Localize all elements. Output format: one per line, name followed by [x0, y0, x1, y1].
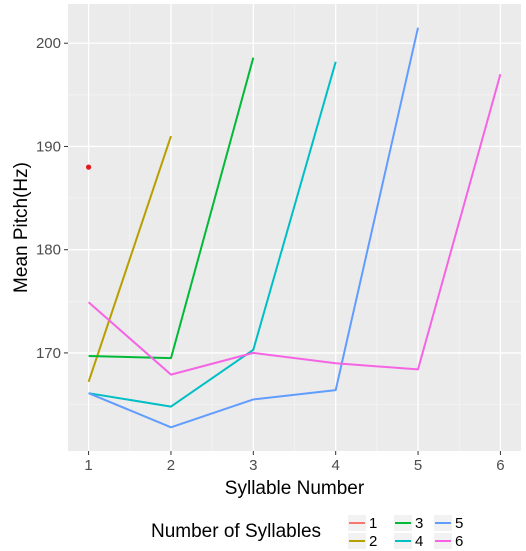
legend-label: 4: [415, 533, 423, 550]
y-tick-label: 190: [36, 138, 61, 155]
x-axis-title: Syllable Number: [225, 478, 365, 499]
x-tick-label: 5: [414, 457, 422, 474]
x-tick-label: 1: [84, 457, 92, 474]
minor-gridlines: [68, 4, 521, 451]
x-tick-label: 3: [249, 457, 257, 474]
y-axis-ticks: 170 180 190 200: [36, 35, 68, 362]
y-axis-title: Mean Pitch(Hz): [11, 162, 32, 293]
x-tick-label: 6: [496, 457, 504, 474]
y-tick-label: 170: [36, 345, 61, 362]
series-5-line: [88, 27, 419, 429]
legend-title: Number of Syllables: [151, 521, 321, 542]
legend-label: 5: [455, 515, 463, 532]
legend-label: 1: [369, 515, 377, 532]
series-lines: [85, 27, 502, 429]
series-6-line: [87, 73, 502, 376]
legend-label: 3: [415, 515, 423, 532]
series-4-line: [88, 61, 337, 408]
y-tick-label: 180: [36, 242, 61, 259]
legend-label: 2: [369, 533, 377, 550]
series-1-point: [85, 164, 92, 170]
x-tick-label: 4: [332, 457, 340, 474]
x-axis-ticks: 1 2 3 4 5 6: [84, 451, 505, 474]
major-gridlines: [68, 4, 521, 451]
y-tick-label: 200: [36, 35, 61, 52]
legend-label: 6: [455, 533, 463, 550]
series-2-line: [87, 135, 172, 383]
legend: Number of Syllables 12 34 56: [151, 515, 463, 550]
series-3-line: [88, 57, 255, 360]
x-tick-label: 2: [167, 457, 175, 474]
